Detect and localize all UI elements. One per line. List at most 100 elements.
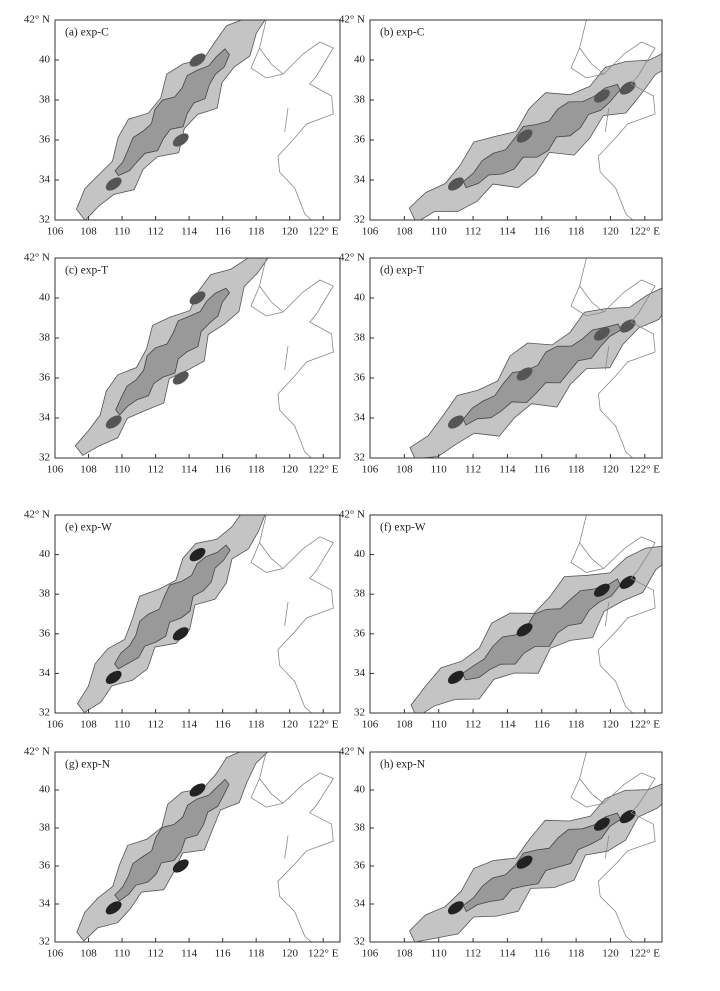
precip-40 <box>105 670 122 684</box>
x-tick-label: 110 <box>114 948 131 960</box>
border <box>284 835 289 859</box>
x-tick-label: 118 <box>248 948 265 960</box>
y-tick-label: 42° N <box>24 252 50 264</box>
y-tick-label: 36 <box>39 372 51 384</box>
x-tick-label: 106 <box>47 464 64 476</box>
x-tick-label: 116 <box>215 226 232 238</box>
x-tick-label: 108 <box>80 948 97 960</box>
border <box>579 47 604 75</box>
y-tick-label: 34 <box>39 174 51 186</box>
precip-40 <box>172 133 189 147</box>
x-tick-label: 120 <box>602 948 619 960</box>
precip-40 <box>516 129 533 143</box>
x-tick-label: 108 <box>80 719 97 731</box>
y-tick-label: 40 <box>39 292 51 304</box>
coastline <box>250 515 334 713</box>
precip-40 <box>447 415 464 429</box>
border <box>284 107 289 133</box>
border <box>604 835 610 859</box>
precip-40 <box>172 627 189 641</box>
map-panel: (c) exp-T 106 108 110 112 114 116 118 120 122° E 3… <box>24 252 341 476</box>
x-tick-label: 114 <box>499 464 516 476</box>
precip-40 <box>105 415 122 429</box>
y-tick-label: 36 <box>354 860 366 872</box>
y-tick-label: 42° N <box>339 746 365 758</box>
y-tick-label: 40 <box>354 548 366 560</box>
x-tick-label: 106 <box>47 948 64 960</box>
contours <box>409 258 662 458</box>
precip-40 <box>516 367 533 381</box>
x-tick-label: 118 <box>568 464 585 476</box>
coastline <box>250 20 334 220</box>
x-tick-label: 110 <box>114 226 131 238</box>
frame <box>369 257 663 459</box>
map-panel: (b) exp-C 106 108 110 112 114 116 118 120 122° E 3… <box>339 14 663 238</box>
y-tick-label: 40 <box>39 54 51 66</box>
border <box>284 345 289 371</box>
x-tick-label: 118 <box>248 226 265 238</box>
precip-20 <box>114 778 230 902</box>
x-tick-label: 116 <box>534 948 551 960</box>
y-tick-label: 32 <box>39 214 50 226</box>
x-tick-label: 112 <box>148 226 164 238</box>
x-tick-label: 110 <box>431 226 448 238</box>
contours <box>409 752 662 942</box>
border <box>284 602 289 626</box>
precip-40 <box>189 53 206 67</box>
y-tick-label: 34 <box>39 667 51 679</box>
x-tick-label: 118 <box>568 719 585 731</box>
map-panel: (h) exp-N 106 108 110 112 114 116 118 120 122° E 3… <box>339 746 663 960</box>
border <box>604 345 610 371</box>
border <box>259 778 284 804</box>
x-tick-label: 112 <box>148 719 164 731</box>
y-tick-label: 32 <box>354 452 365 464</box>
precip-40 <box>516 623 533 637</box>
x-tick-label: 120 <box>281 464 298 476</box>
contours <box>408 20 662 220</box>
x-tick-label: 112 <box>148 948 164 960</box>
y-tick-label: 36 <box>354 372 366 384</box>
x-tick-label: 122° E <box>308 948 339 960</box>
y-tick-label: 34 <box>354 412 366 424</box>
frame <box>54 19 341 221</box>
x-tick-label: 110 <box>114 719 131 731</box>
y-tick-label: 34 <box>354 898 366 910</box>
y-tick-label: 42° N <box>339 509 365 521</box>
panel-label: (a) exp-C <box>65 27 109 39</box>
y-tick-label: 38 <box>354 94 366 106</box>
map-panel: (f) exp-W 106 108 110 112 114 116 118 120 122° E 3… <box>339 509 663 731</box>
panel-label: (h) exp-N <box>380 759 426 771</box>
contours <box>76 20 334 220</box>
map-panel: (g) exp-N 106 108 110 112 114 116 118 120 122° E 3… <box>24 746 341 960</box>
x-tick-label: 122° E <box>308 226 339 238</box>
y-tick-label: 42° N <box>339 14 365 26</box>
y-tick-label: 40 <box>354 784 366 796</box>
frame <box>54 257 341 459</box>
coastline <box>570 752 656 942</box>
x-tick-label: 106 <box>362 464 379 476</box>
x-tick-label: 110 <box>431 464 448 476</box>
x-tick-label: 112 <box>465 464 481 476</box>
precip-20 <box>114 544 231 670</box>
x-tick-label: 114 <box>181 226 198 238</box>
coastline <box>250 258 334 458</box>
x-tick-label: 116 <box>215 719 232 731</box>
x-tick-label: 118 <box>568 948 585 960</box>
x-tick-label: 122° E <box>630 948 661 960</box>
x-tick-label: 112 <box>148 464 164 476</box>
y-tick-label: 38 <box>39 822 51 834</box>
precip-40 <box>105 901 122 915</box>
precip-40 <box>447 177 464 191</box>
coastline <box>570 515 656 713</box>
precip-20 <box>115 287 231 416</box>
y-tick-label: 42° N <box>24 14 50 26</box>
x-tick-label: 120 <box>281 719 298 731</box>
x-tick-label: 106 <box>47 719 64 731</box>
frame <box>54 751 341 943</box>
y-tick-label: 38 <box>39 588 51 600</box>
x-tick-label: 114 <box>181 948 198 960</box>
y-tick-label: 40 <box>354 54 366 66</box>
x-tick-label: 118 <box>248 464 265 476</box>
y-tick-label: 40 <box>39 548 51 560</box>
